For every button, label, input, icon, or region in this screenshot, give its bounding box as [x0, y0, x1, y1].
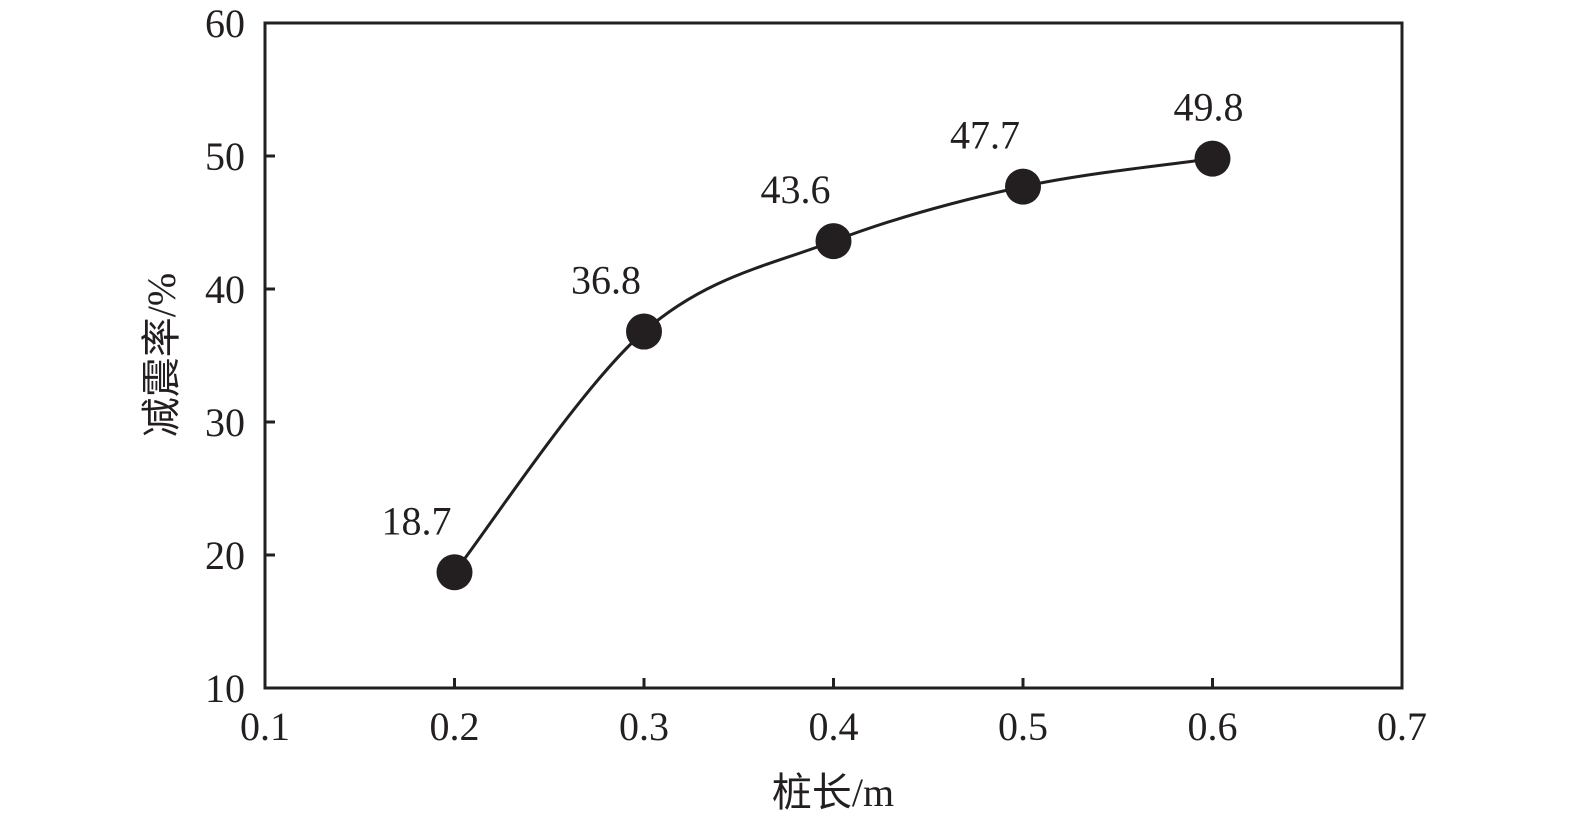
x-axis-ticks: 0.1 0.2 0.3 0.4 0.5 0.6 0.7 — [240, 678, 1427, 749]
y-tick-label: 40 — [205, 267, 245, 312]
y-tick-label: 30 — [205, 400, 245, 445]
x-tick-label: 0.5 — [998, 704, 1048, 749]
y-tick-label: 10 — [205, 666, 245, 711]
data-label: 18.7 — [382, 498, 452, 543]
x-tick-label: 0.2 — [430, 704, 480, 749]
x-axis-title: 桩长/m — [772, 770, 894, 815]
data-label: 49.8 — [1174, 85, 1244, 130]
x-tick-label: 0.7 — [1377, 704, 1427, 749]
y-tick-label: 20 — [205, 533, 245, 578]
data-point — [436, 554, 473, 591]
data-point — [626, 313, 662, 350]
x-tick-label: 0.4 — [809, 704, 859, 749]
data-point — [1194, 140, 1231, 177]
y-tick-label: 60 — [205, 1, 245, 46]
data-label: 43.6 — [761, 167, 831, 212]
x-tick-label: 0.1 — [240, 704, 290, 749]
data-markers — [436, 140, 1231, 591]
y-tick-label: 50 — [205, 134, 245, 179]
x-tick-label: 0.6 — [1188, 704, 1238, 749]
data-point — [1005, 168, 1041, 205]
y-axis-title: 减震率/% — [139, 273, 184, 437]
data-label: 36.8 — [571, 258, 641, 303]
y-axis-ticks: 10 20 30 40 50 60 — [205, 1, 275, 711]
data-labels: 18.7 36.8 43.6 47.7 49.8 — [382, 85, 1244, 544]
x-tick-label: 0.3 — [619, 704, 669, 749]
data-point — [815, 223, 852, 260]
series-line — [453, 157, 1213, 574]
data-label: 47.7 — [950, 113, 1020, 158]
